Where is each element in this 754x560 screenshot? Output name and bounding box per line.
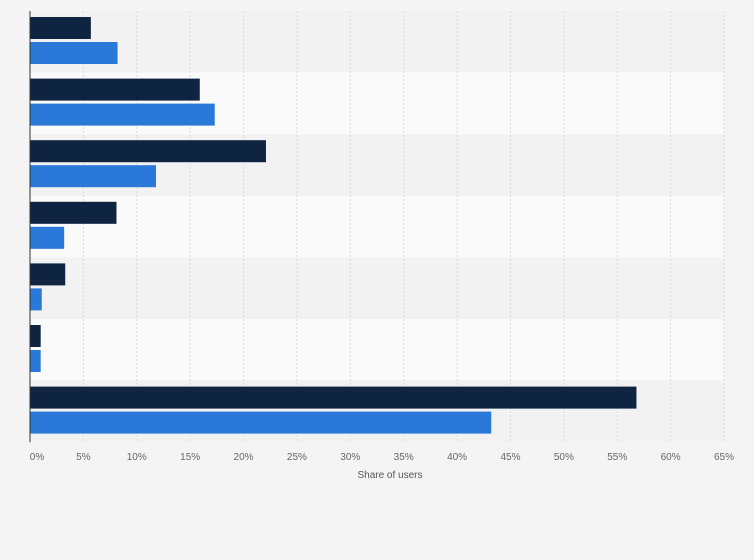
bar-series-1 xyxy=(30,17,91,39)
x-axis-title: Share of users xyxy=(357,470,422,481)
bar-series-2 xyxy=(30,42,118,64)
row-band xyxy=(30,195,724,258)
x-tick-label: 60% xyxy=(661,452,681,463)
x-tick-label: 10% xyxy=(127,452,147,463)
x-tick-label: 25% xyxy=(287,452,307,463)
bars xyxy=(30,17,637,434)
bar-series-1 xyxy=(30,263,66,286)
x-tick-label: 20% xyxy=(234,452,254,463)
bar-series-2 xyxy=(30,103,215,126)
x-tick-label: 30% xyxy=(340,452,360,463)
bar-series-1 xyxy=(30,140,266,163)
bar-series-2 xyxy=(30,350,41,372)
x-tick-label: 65% xyxy=(714,452,734,463)
row-band xyxy=(30,257,724,319)
x-tick-label: 50% xyxy=(554,452,574,463)
x-tick-labels: 0% 5% 10% 15% 20% 25% 30% 35% 40% 45% 50% 55% 60% 65% xyxy=(30,452,734,463)
row-band xyxy=(30,11,724,73)
x-tick-label: 55% xyxy=(607,452,627,463)
bar-series-2 xyxy=(30,226,65,249)
bar-series-2 xyxy=(30,165,156,188)
bar-series-1 xyxy=(30,325,41,347)
x-tick-label: 35% xyxy=(394,452,414,463)
row-band xyxy=(30,319,724,381)
bar-series-1 xyxy=(30,386,637,409)
x-tick-label: 40% xyxy=(447,452,467,463)
x-tick-label: 15% xyxy=(180,452,200,463)
bar-series-2 xyxy=(30,288,42,311)
x-tick-label: 45% xyxy=(500,452,520,463)
bar-series-1 xyxy=(30,201,117,224)
row-bands xyxy=(30,11,724,443)
x-tick-label: 5% xyxy=(76,452,91,463)
x-tick-label: 0% xyxy=(30,452,45,463)
bar-series-2 xyxy=(30,411,492,434)
bar-series-1 xyxy=(30,78,200,101)
